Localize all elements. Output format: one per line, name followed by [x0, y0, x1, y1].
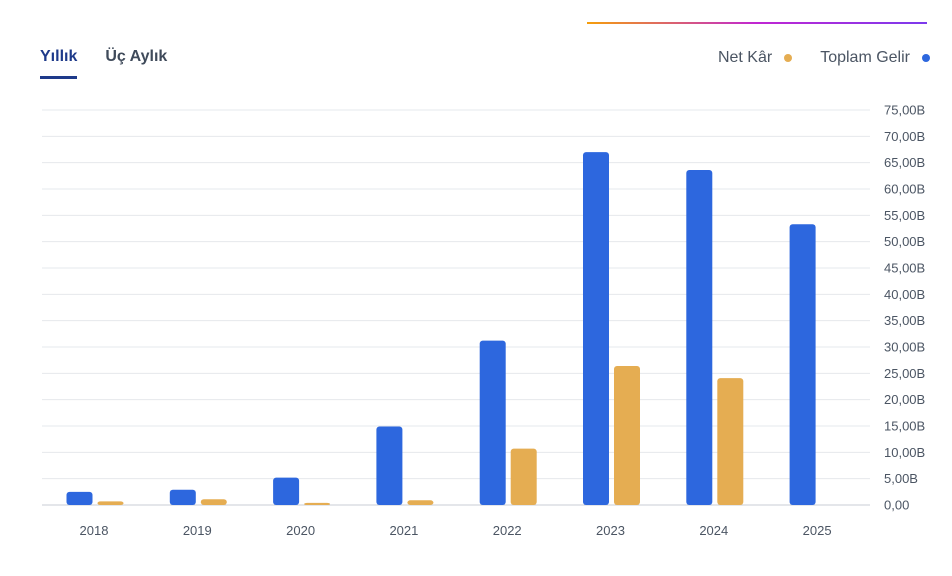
tab-yearly[interactable]: Yıllık — [40, 48, 78, 79]
y-tick-label: 10,00B — [884, 445, 925, 460]
bar-net-profit — [407, 500, 434, 505]
bar-total-revenue — [66, 491, 93, 505]
bar-total-revenue — [583, 152, 609, 505]
bar-net-profit — [717, 378, 744, 505]
bar-net-profit — [304, 502, 331, 505]
bar-net-profit — [200, 499, 227, 505]
tab-quarterly[interactable]: Üç Aylık — [105, 48, 168, 65]
bar-total-revenue — [789, 224, 816, 505]
y-tick-label: 70,00B — [884, 129, 925, 144]
legend-dot-net-profit — [784, 54, 793, 62]
x-tick-label: 2020 — [286, 523, 315, 538]
x-tick-label: 2024 — [699, 523, 728, 538]
bar-net-profit — [614, 365, 640, 505]
bar-total-revenue — [273, 477, 300, 505]
x-tick-label: 2025 — [803, 523, 832, 538]
y-tick-label: 60,00B — [884, 182, 925, 197]
top-accent-line — [587, 22, 927, 24]
bar-net-profit — [97, 501, 124, 505]
y-tick-label: 0,00 — [884, 498, 909, 513]
y-tick-label: 25,00B — [884, 366, 925, 381]
bar-total-revenue — [169, 489, 196, 505]
y-tick-label: 15,00B — [884, 419, 925, 434]
y-tick-label: 40,00B — [884, 287, 925, 302]
bar-total-revenue — [479, 340, 506, 505]
period-tabs: Yıllık Üç Aylık — [40, 48, 167, 79]
legend-item-total-revenue[interactable]: Toplam Gelir — [820, 49, 930, 67]
y-tick-label: 75,00B — [884, 103, 925, 118]
x-tick-label: 2018 — [80, 523, 109, 538]
y-tick-label: 35,00B — [884, 313, 925, 328]
x-tick-label: 2021 — [389, 523, 418, 538]
y-tick-label: 55,00B — [884, 208, 925, 223]
y-tick-label: 50,00B — [884, 234, 925, 249]
legend-label-net-profit: Net Kâr — [717, 49, 773, 66]
bar-total-revenue — [376, 426, 403, 505]
bar-total-revenue — [686, 170, 713, 506]
chart-legend: Net Kâr Toplam Gelir — [718, 49, 930, 67]
legend-dot-total-revenue — [922, 54, 930, 62]
y-tick-label: 30,00B — [884, 340, 925, 355]
legend-item-net-profit[interactable]: Net Kâr — [717, 49, 793, 67]
y-tick-label: 45,00B — [884, 261, 925, 276]
y-tick-label: 65,00B — [884, 155, 925, 170]
legend-label-total-revenue: Toplam Gelir — [820, 49, 910, 66]
x-tick-label: 2023 — [596, 523, 625, 538]
bar-net-profit — [510, 448, 537, 505]
x-tick-label: 2019 — [183, 523, 212, 538]
x-tick-label: 2022 — [493, 523, 522, 538]
y-tick-label: 5,00B — [884, 471, 918, 486]
y-tick-label: 20,00B — [884, 392, 925, 407]
